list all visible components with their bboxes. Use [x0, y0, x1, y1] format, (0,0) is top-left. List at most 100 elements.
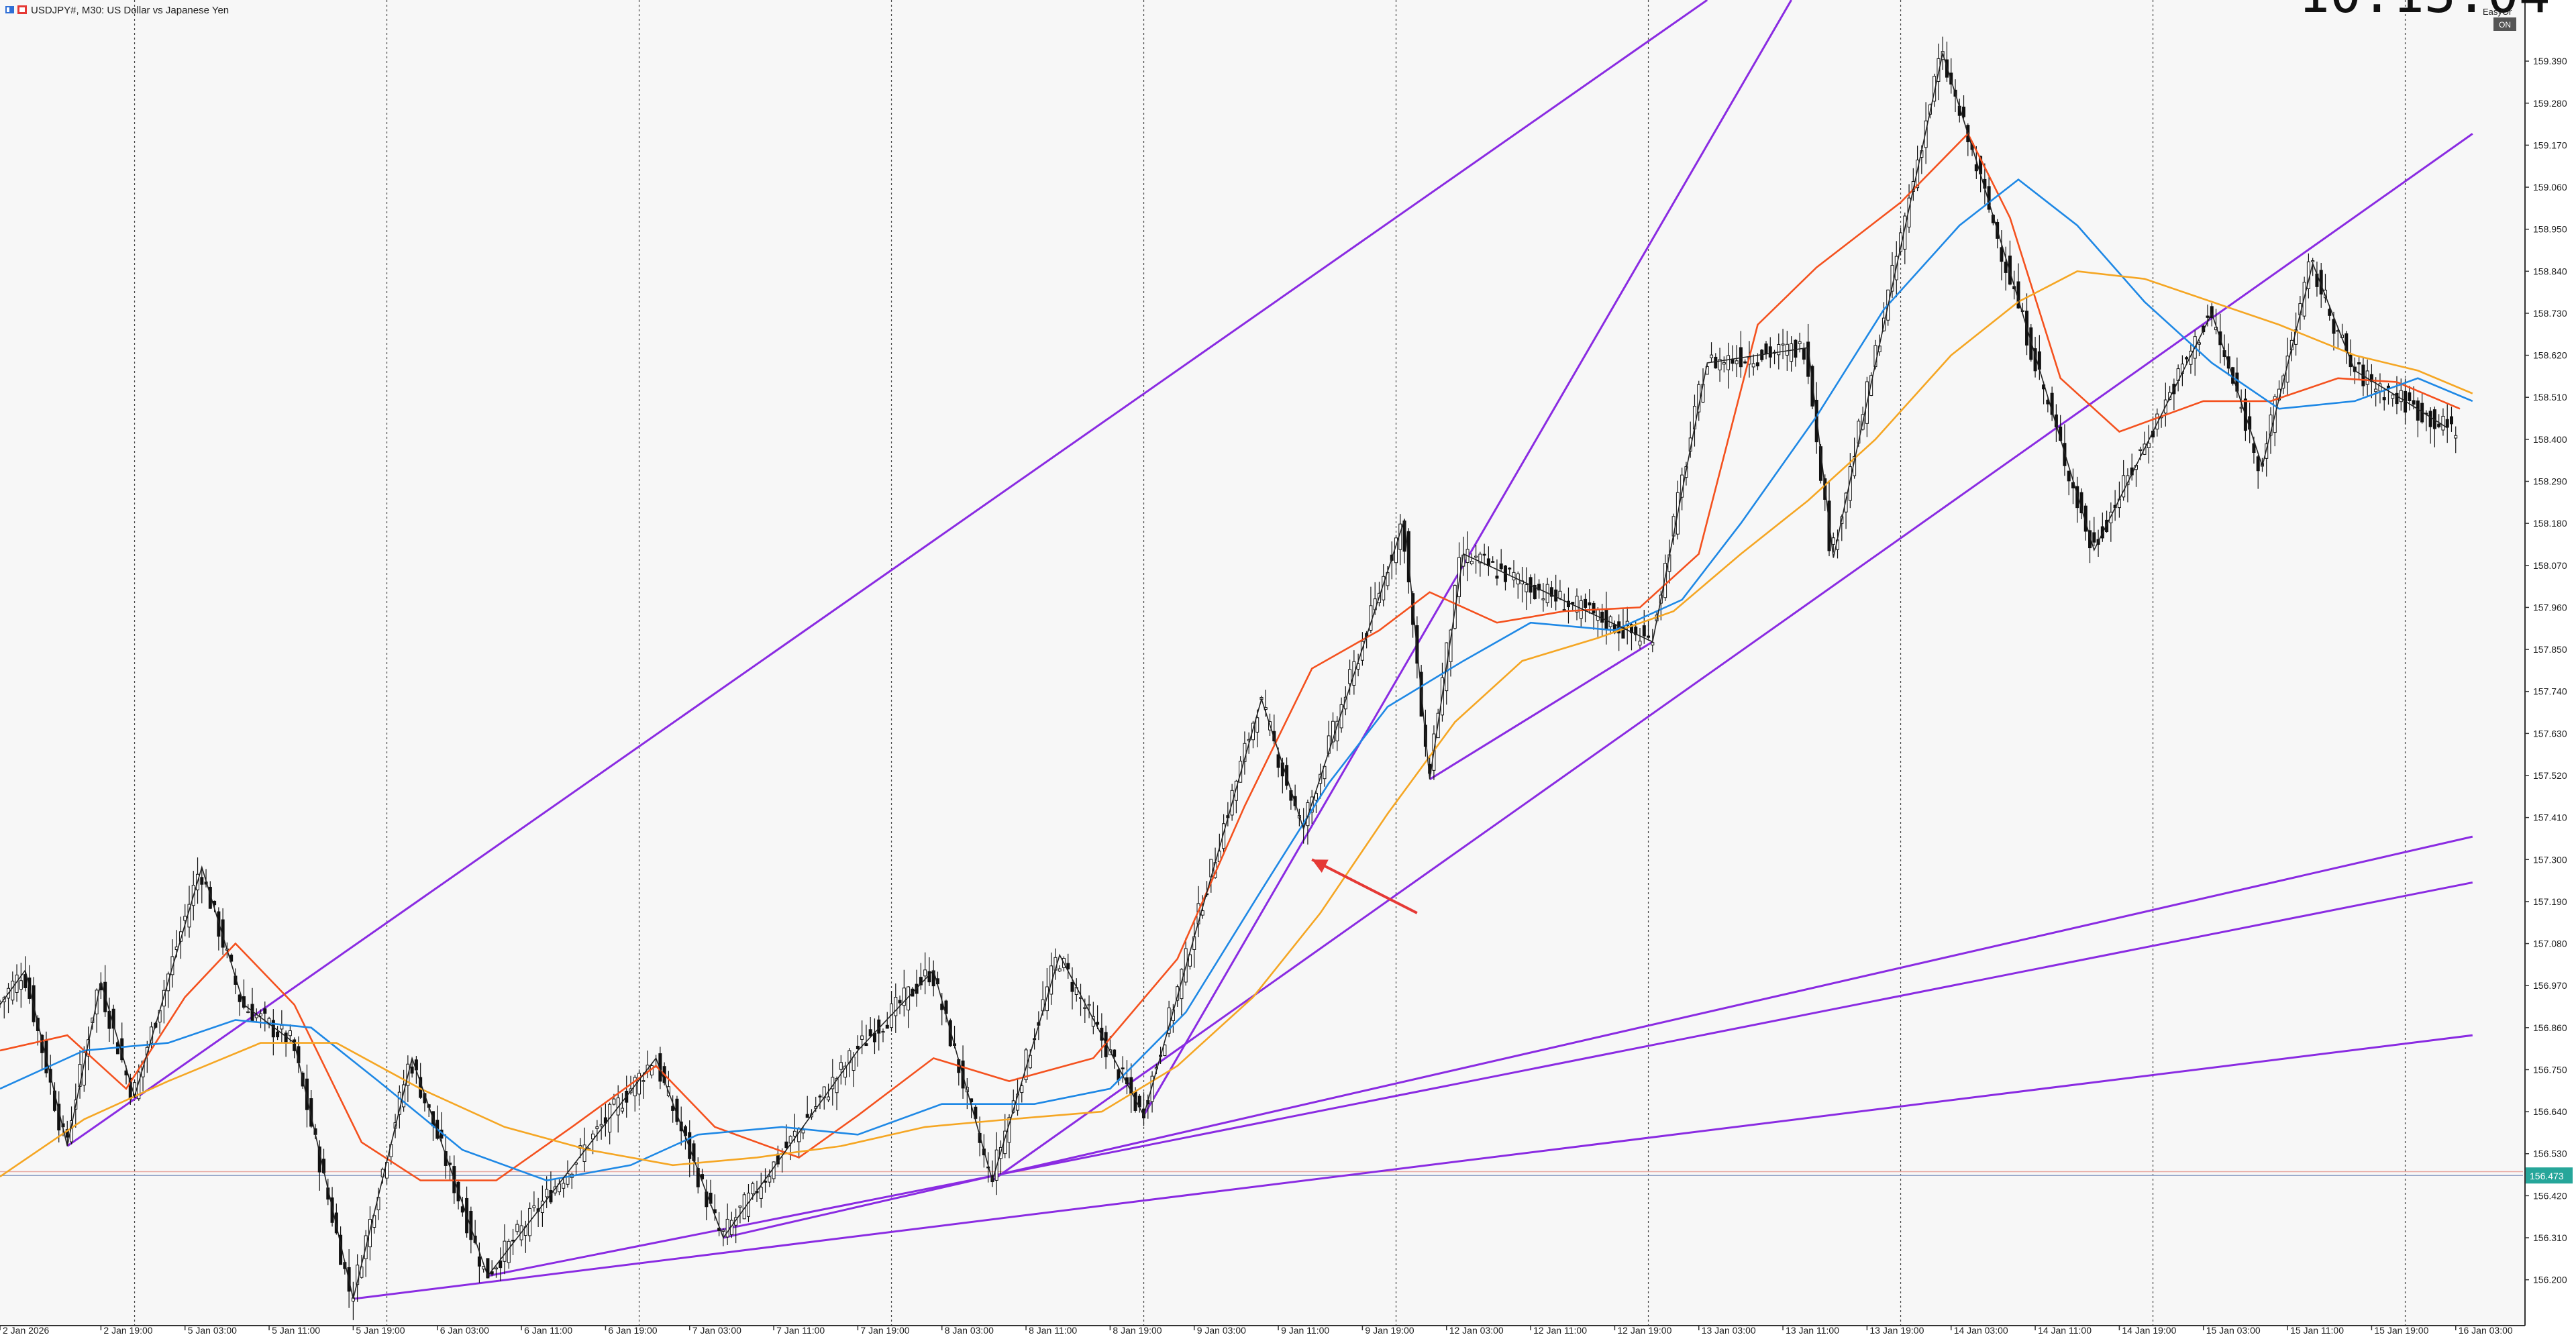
time-tick-label: 2 Jan 19:00	[103, 1325, 152, 1335]
price-tick-label: 158.180	[2533, 518, 2567, 529]
arrow-head	[1312, 859, 1329, 873]
candle-body	[23, 974, 28, 988]
candle-body	[641, 1080, 646, 1082]
candle-body	[894, 997, 898, 1016]
candle-body	[671, 1106, 675, 1111]
price-tick-label: 158.730	[2533, 308, 2567, 319]
price-tag-label: 156.473	[2530, 1171, 2564, 1181]
candle-body	[2004, 262, 2008, 273]
price-tick-label: 158.400	[2533, 434, 2567, 445]
candle-body	[2449, 416, 2453, 425]
price-tick-label: 158.290	[2533, 476, 2567, 487]
candle-body	[1406, 531, 1410, 582]
candle-body	[511, 1240, 515, 1242]
candle-body	[1491, 561, 1495, 563]
candle-body	[1188, 954, 1192, 967]
candle-body	[1457, 557, 1461, 597]
candle-body	[1066, 963, 1070, 969]
candle-body	[1272, 731, 1276, 742]
candle-body	[805, 1114, 809, 1118]
arrow-shaft	[1311, 858, 1418, 914]
candle-body	[1638, 641, 1642, 646]
candle-body	[1727, 355, 1731, 370]
candle-body	[792, 1130, 796, 1137]
candle-body	[1781, 343, 1785, 345]
time-tick-label: 16 Jan 03:00	[2459, 1325, 2513, 1335]
candle-body	[1751, 363, 1755, 368]
candle-body	[503, 1240, 507, 1262]
candle-body	[1512, 572, 1516, 580]
candle-body	[1470, 561, 1474, 565]
time-tick-label: 9 Jan 11:00	[1281, 1325, 1329, 1335]
candle-body	[582, 1144, 586, 1162]
candle-body	[1154, 1067, 1158, 1069]
candle-body	[1314, 793, 1318, 801]
candle-body	[1478, 553, 1482, 564]
candle-body	[1831, 537, 1835, 545]
price-tick-label: 159.390	[2533, 56, 2567, 66]
candle-body	[1718, 359, 1722, 370]
candle-body	[2395, 392, 2399, 405]
candle-body	[410, 1066, 414, 1074]
time-axis[interactable]: 2 Jan 2026 2 Jan 19:00 5 Jan 03:00 5 Jan 11…	[0, 1325, 2513, 1335]
candle-body	[1764, 343, 1768, 354]
price-axis[interactable]: 156.200 156.310 156.420 156.530 156.640 156.7…	[2525, 56, 2567, 1285]
candle-body	[860, 1035, 864, 1040]
candle-body	[250, 1004, 254, 1022]
candle-body	[499, 1261, 503, 1269]
candle-body	[1584, 598, 1588, 608]
candle-body	[1331, 720, 1335, 743]
candle-body	[1255, 717, 1259, 733]
candle-body	[1087, 1004, 1091, 1006]
candle-body	[263, 1008, 267, 1014]
candle-body	[1844, 492, 1848, 513]
candle-body	[246, 1011, 250, 1014]
candle-body	[759, 1187, 763, 1199]
candle-body	[2454, 435, 2458, 439]
candle-body	[1798, 341, 1802, 344]
time-tick-label: 9 Jan 19:00	[1365, 1325, 1414, 1335]
candle-body	[692, 1143, 696, 1161]
annotation-arrow	[1311, 858, 1418, 914]
candle-body	[2029, 327, 2033, 360]
moving-average-line	[0, 132, 2461, 1181]
candle-body	[2445, 419, 2449, 428]
price-tick-label: 159.280	[2533, 98, 2567, 109]
on-badge[interactable]	[2493, 17, 2516, 31]
candle-body	[372, 1215, 376, 1228]
plot-area	[0, 0, 2525, 1326]
candle-body	[738, 1206, 742, 1208]
price-tick-label: 159.060	[2533, 182, 2567, 193]
candle-body	[1541, 598, 1545, 600]
candle-body	[637, 1073, 641, 1095]
candle-body	[2202, 325, 2206, 333]
candle-body	[1634, 627, 1638, 635]
candle-body	[898, 1000, 902, 1004]
candle-body	[545, 1189, 549, 1197]
candle-body	[1974, 164, 1978, 172]
candle-body	[238, 994, 242, 1002]
candle-body	[1180, 969, 1184, 1000]
candle-body	[1794, 339, 1798, 358]
time-tick-label: 13 Jan 19:00	[1869, 1325, 1924, 1335]
candle-body	[1647, 635, 1651, 638]
candle-body	[2369, 374, 2373, 382]
candle-body	[835, 1078, 839, 1093]
candle-body	[864, 1043, 868, 1047]
candle-body	[162, 990, 166, 1007]
candle-body	[856, 1045, 860, 1049]
price-reference-lines	[0, 1171, 2523, 1176]
candle-body	[1327, 735, 1331, 754]
candle-body	[284, 1032, 288, 1044]
candle-body	[532, 1205, 536, 1208]
candle-body	[507, 1240, 511, 1263]
time-tick-label: 5 Jan 19:00	[356, 1325, 405, 1335]
candle-body	[1592, 602, 1596, 614]
candle-body	[1558, 590, 1562, 599]
time-tick-label: 7 Jan 19:00	[860, 1325, 909, 1335]
chart-type-icon[interactable]	[5, 6, 14, 13]
price-tick-label: 157.630	[2533, 728, 2567, 739]
candle-body	[1323, 765, 1327, 780]
